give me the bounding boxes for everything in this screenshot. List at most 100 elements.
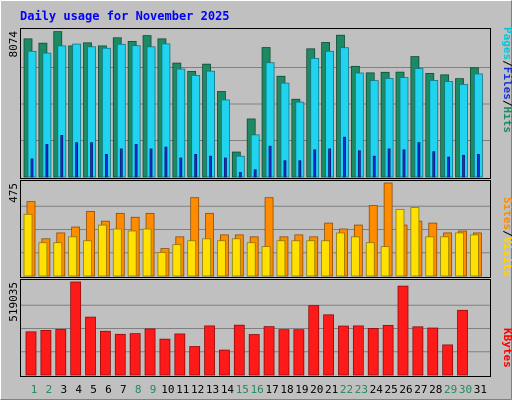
bar-files-day-1 [27,50,37,178]
legend-kbytes: KBytes [501,328,512,368]
bars [23,31,483,376]
x-tick-label-day-17: 17 [265,383,278,396]
bar-sites-day-25 [380,246,390,277]
bar-sites-day-29 [440,236,450,277]
legend-separator-2: / [501,100,512,107]
bar-pages-day-9 [149,148,153,178]
legend-files: Files [501,67,512,100]
bar-kbytes-day-30 [457,309,468,376]
bar-kbytes-day-26 [397,285,409,376]
top-panel-legend: Pages/Files/Hits [501,27,512,133]
bar-kbytes-day-2 [40,329,52,376]
bar-sites-day-1 [23,213,33,277]
x-tick-label-day-18: 18 [280,383,293,396]
x-tick-label-day-11: 11 [176,383,189,396]
x-tick-label-day-4: 4 [75,383,82,396]
x-tick-label-day-5: 5 [90,383,97,396]
bar-pages-day-2 [45,144,49,178]
bar-pages-day-7 [119,148,123,178]
x-tick-label-day-27: 27 [414,383,427,396]
x-tick-label-day-21: 21 [325,383,338,396]
x-tick-label-day-7: 7 [120,383,127,396]
bar-kbytes-day-19 [293,329,305,376]
bar-sites-day-11 [172,244,182,277]
x-tick-label-day-31: 31 [474,383,487,396]
bar-pages-day-16 [253,169,257,178]
bottom-panel-ymax-label: 519035 [7,282,20,322]
bar-sites-day-20 [306,240,316,277]
bar-kbytes-day-15 [233,324,245,376]
bar-pages-day-24 [372,155,376,178]
bar-pages-day-18 [283,160,287,178]
bar-sites-day-18 [276,240,286,277]
bar-kbytes-day-29 [442,344,454,376]
x-tick-label-day-19: 19 [295,383,308,396]
x-tick-label-day-2: 2 [46,383,53,396]
bar-kbytes-day-18 [278,329,290,376]
x-tick-label-day-10: 10 [161,383,174,396]
bar-sites-day-19 [291,240,301,277]
bar-kbytes-day-16 [248,334,260,376]
bar-sites-day-5 [83,240,92,277]
bar-kbytes-day-6 [100,330,111,376]
bar-kbytes-day-3 [55,329,67,376]
x-tick-label-day-22: 22 [340,383,353,396]
bar-pages-day-6 [105,153,108,178]
bar-pages-day-4 [75,142,79,178]
bar-kbytes-day-4 [70,281,82,376]
x-tick-label-day-29: 29 [444,383,457,396]
x-axis-labels: 1 2 3 4 5 6 7 8 9 10 11 12 13 14 15 16 17 18 19 20 21 22 23 24 2… [31,383,487,396]
bar-sites-day-22 [336,232,345,277]
bar-sites-day-28 [425,236,435,277]
bar-pages-day-14 [224,157,227,178]
bar-pages-day-29 [447,156,451,178]
bar-kbytes-day-7 [114,333,126,376]
bar-kbytes-day-1 [25,331,37,376]
bar-pages-day-30 [462,154,465,178]
bar-sites-day-14 [217,240,226,277]
bar-pages-day-19 [298,160,302,178]
bar-sites-day-7 [112,228,122,277]
x-tick-label-day-16: 16 [251,383,264,396]
bar-sites-day-31 [469,234,479,277]
x-tick-label-day-9: 9 [150,383,157,396]
middle-panel-ymax-label: 475 [7,183,20,203]
x-tick-label-day-6: 6 [105,383,112,396]
bar-sites-day-24 [365,242,375,277]
bar-pages-day-15 [238,172,242,178]
bar-pages-day-21 [328,148,332,178]
bar-sites-day-13 [202,238,211,277]
bar-pages-day-12 [194,153,198,178]
bar-sites-day-21 [321,240,331,277]
bar-kbytes-day-8 [129,333,141,376]
bar-kbytes-day-14 [219,349,230,376]
bar-kbytes-day-21 [323,314,335,376]
middle-panel-legend: Sites/Visits [501,197,512,277]
x-tick-label-day-14: 14 [221,383,235,396]
bar-kbytes-day-12 [189,346,201,376]
bar-pages-day-8 [134,144,138,178]
x-tick-label-day-20: 20 [310,383,323,396]
bar-sites-day-12 [187,240,197,277]
bar-pages-day-26 [402,149,406,178]
bar-pages-day-31 [476,153,480,178]
bar-kbytes-day-27 [412,326,424,376]
bar-pages-day-17 [268,145,272,178]
bar-pages-day-20 [313,149,317,178]
bar-sites-day-2 [38,242,48,277]
bar-pages-day-27 [417,142,421,178]
bar-sites-day-8 [127,230,137,277]
bar-pages-day-1 [30,158,34,178]
bar-kbytes-day-13 [204,325,215,376]
bar-pages-day-10 [164,146,168,178]
x-tick-label-day-13: 13 [206,383,219,396]
legend-sites: Sites [501,197,512,230]
bar-sites-day-10 [157,252,167,277]
bar-kbytes-day-5 [85,316,96,376]
bar-pages-day-3 [60,135,64,178]
bar-kbytes-day-17 [263,326,275,376]
legend-visits: Visits [501,237,512,277]
bar-pages-day-13 [209,155,212,178]
x-tick-label-day-28: 28 [429,383,442,396]
